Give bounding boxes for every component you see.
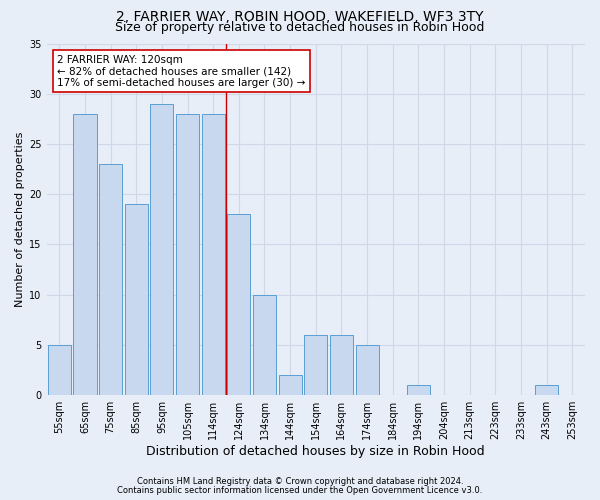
Bar: [73, 114, 97, 394]
Bar: [202, 114, 225, 394]
Bar: [176, 114, 199, 394]
Text: Size of property relative to detached houses in Robin Hood: Size of property relative to detached ho…: [115, 21, 485, 34]
Text: Contains public sector information licensed under the Open Government Licence v3: Contains public sector information licen…: [118, 486, 482, 495]
Bar: [407, 384, 430, 394]
Text: 2 FARRIER WAY: 120sqm
← 82% of detached houses are smaller (142)
17% of semi-det: 2 FARRIER WAY: 120sqm ← 82% of detached …: [57, 54, 305, 88]
Y-axis label: Number of detached properties: Number of detached properties: [15, 132, 25, 307]
Bar: [227, 214, 250, 394]
X-axis label: Distribution of detached houses by size in Robin Hood: Distribution of detached houses by size …: [146, 444, 485, 458]
Bar: [48, 344, 71, 395]
Bar: [278, 374, 302, 394]
Bar: [151, 104, 173, 395]
Bar: [304, 334, 328, 394]
Bar: [330, 334, 353, 394]
Text: Contains HM Land Registry data © Crown copyright and database right 2024.: Contains HM Land Registry data © Crown c…: [137, 477, 463, 486]
Bar: [535, 384, 558, 394]
Text: 2, FARRIER WAY, ROBIN HOOD, WAKEFIELD, WF3 3TY: 2, FARRIER WAY, ROBIN HOOD, WAKEFIELD, W…: [116, 10, 484, 24]
Bar: [356, 344, 379, 395]
Bar: [99, 164, 122, 394]
Bar: [253, 294, 276, 394]
Bar: [125, 204, 148, 394]
